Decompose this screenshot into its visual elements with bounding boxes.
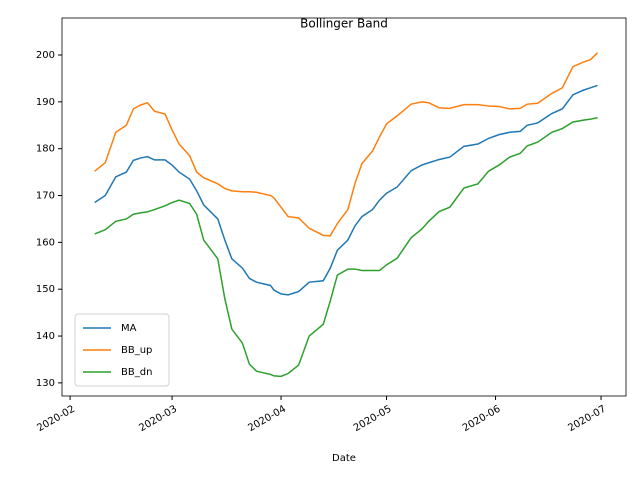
x-tick-label: 2020-02 [35,404,77,434]
y-tick-label: 140 [36,331,55,342]
y-tick-label: 200 [36,50,55,61]
x-tick-label: 2020-05 [352,404,394,434]
y-tick-label: 180 [36,144,55,155]
legend-label: MA [121,323,137,334]
series-line [94,117,598,378]
y-tick-label: 190 [36,97,55,108]
y-tick-label: 150 [36,284,55,295]
y-tick-label: 130 [36,378,55,389]
plot-frame [61,17,627,397]
x-tick-label: 2020-06 [461,404,503,434]
legend-box [74,313,170,387]
chart-title: Bollinger Band [300,17,388,31]
x-tick-label: 2020-07 [566,404,608,434]
y-tick-label: 160 [36,237,55,248]
y-tick-label: 170 [36,191,55,202]
x-tick-label: 2020-03 [137,404,179,434]
x-axis-label: Date [332,453,356,464]
legend-label: BB_dn [121,367,152,378]
series-line [94,84,598,296]
legend-label: BB_up [121,345,152,356]
series-line [94,52,599,237]
x-tick-label: 2020-04 [246,404,288,434]
